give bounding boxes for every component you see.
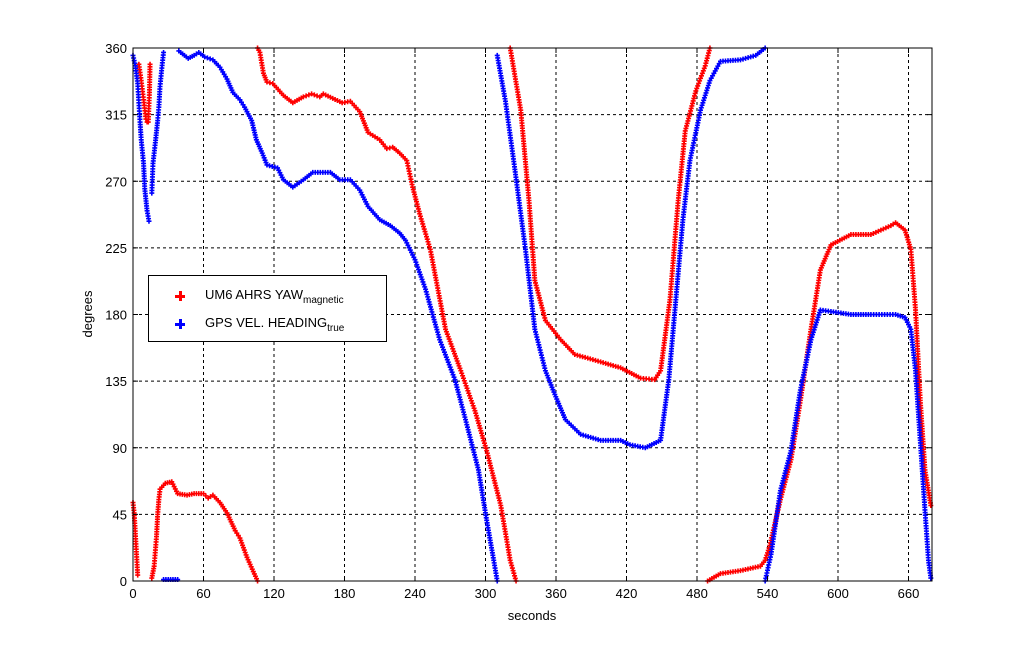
data-point <box>701 65 707 71</box>
data-point <box>146 218 152 224</box>
data-point <box>204 55 210 61</box>
data-point <box>698 73 704 79</box>
y-tick-label: 180 <box>105 308 127 323</box>
data-point <box>161 49 167 55</box>
x-tick-label: 360 <box>545 586 567 601</box>
data-point <box>695 83 701 89</box>
x-axis-label: seconds <box>508 608 557 623</box>
x-tick-label: 240 <box>404 586 426 601</box>
x-tick-label: 60 <box>196 586 210 601</box>
y-tick-label: 0 <box>120 574 127 589</box>
x-tick-label: 300 <box>475 586 497 601</box>
x-tick-label: 420 <box>616 586 638 601</box>
legend-item-gps: GPS VEL. HEADINGtrue <box>149 314 344 334</box>
legend-label: UM6 AHRS YAWmagnetic <box>205 286 344 306</box>
data-point <box>700 68 706 74</box>
data-point <box>697 78 703 84</box>
data-point <box>314 93 320 99</box>
data-point <box>300 94 306 100</box>
data-point <box>135 572 141 578</box>
x-tick-label: 540 <box>757 586 779 601</box>
legend-marker-blue <box>175 319 185 329</box>
data-point <box>309 91 315 97</box>
data-point <box>694 85 700 91</box>
x-tick-label: 660 <box>898 586 920 601</box>
data-point <box>693 88 699 94</box>
data-point <box>311 92 317 98</box>
data-point <box>303 93 309 99</box>
ticks: 0 60 120 180 240 300 360 420 480 540 600 660 0 45 90 13… <box>105 41 932 601</box>
data-point <box>202 54 208 60</box>
y-axis-label: degrees <box>80 290 95 337</box>
data-point <box>147 61 153 67</box>
data-point <box>696 80 702 86</box>
y-tick-label: 135 <box>105 374 127 389</box>
data-point <box>699 70 705 76</box>
y-tick-label: 45 <box>113 507 127 522</box>
legend-marker-red <box>175 291 185 301</box>
data-point <box>207 56 213 62</box>
data-marks <box>130 45 934 584</box>
legend: UM6 AHRS YAWmagnetic GPS VEL. HEADINGtru… <box>148 275 387 342</box>
data-point <box>306 92 312 98</box>
x-tick-label: 480 <box>686 586 708 601</box>
legend-label: GPS VEL. HEADINGtrue <box>205 314 345 334</box>
x-tick-label: 120 <box>263 586 285 601</box>
x-tick-label: 600 <box>827 586 849 601</box>
x-tick-label: 0 <box>129 586 136 601</box>
y-tick-label: 90 <box>113 441 127 456</box>
y-tick-label: 225 <box>105 241 127 256</box>
x-tick-label: 180 <box>334 586 356 601</box>
y-tick-label: 360 <box>105 41 127 56</box>
data-point <box>698 75 704 81</box>
series-1 <box>130 45 934 584</box>
y-tick-label: 315 <box>105 108 127 123</box>
y-tick-label: 270 <box>105 174 127 189</box>
legend-item-yaw: UM6 AHRS YAWmagnetic <box>149 286 344 306</box>
